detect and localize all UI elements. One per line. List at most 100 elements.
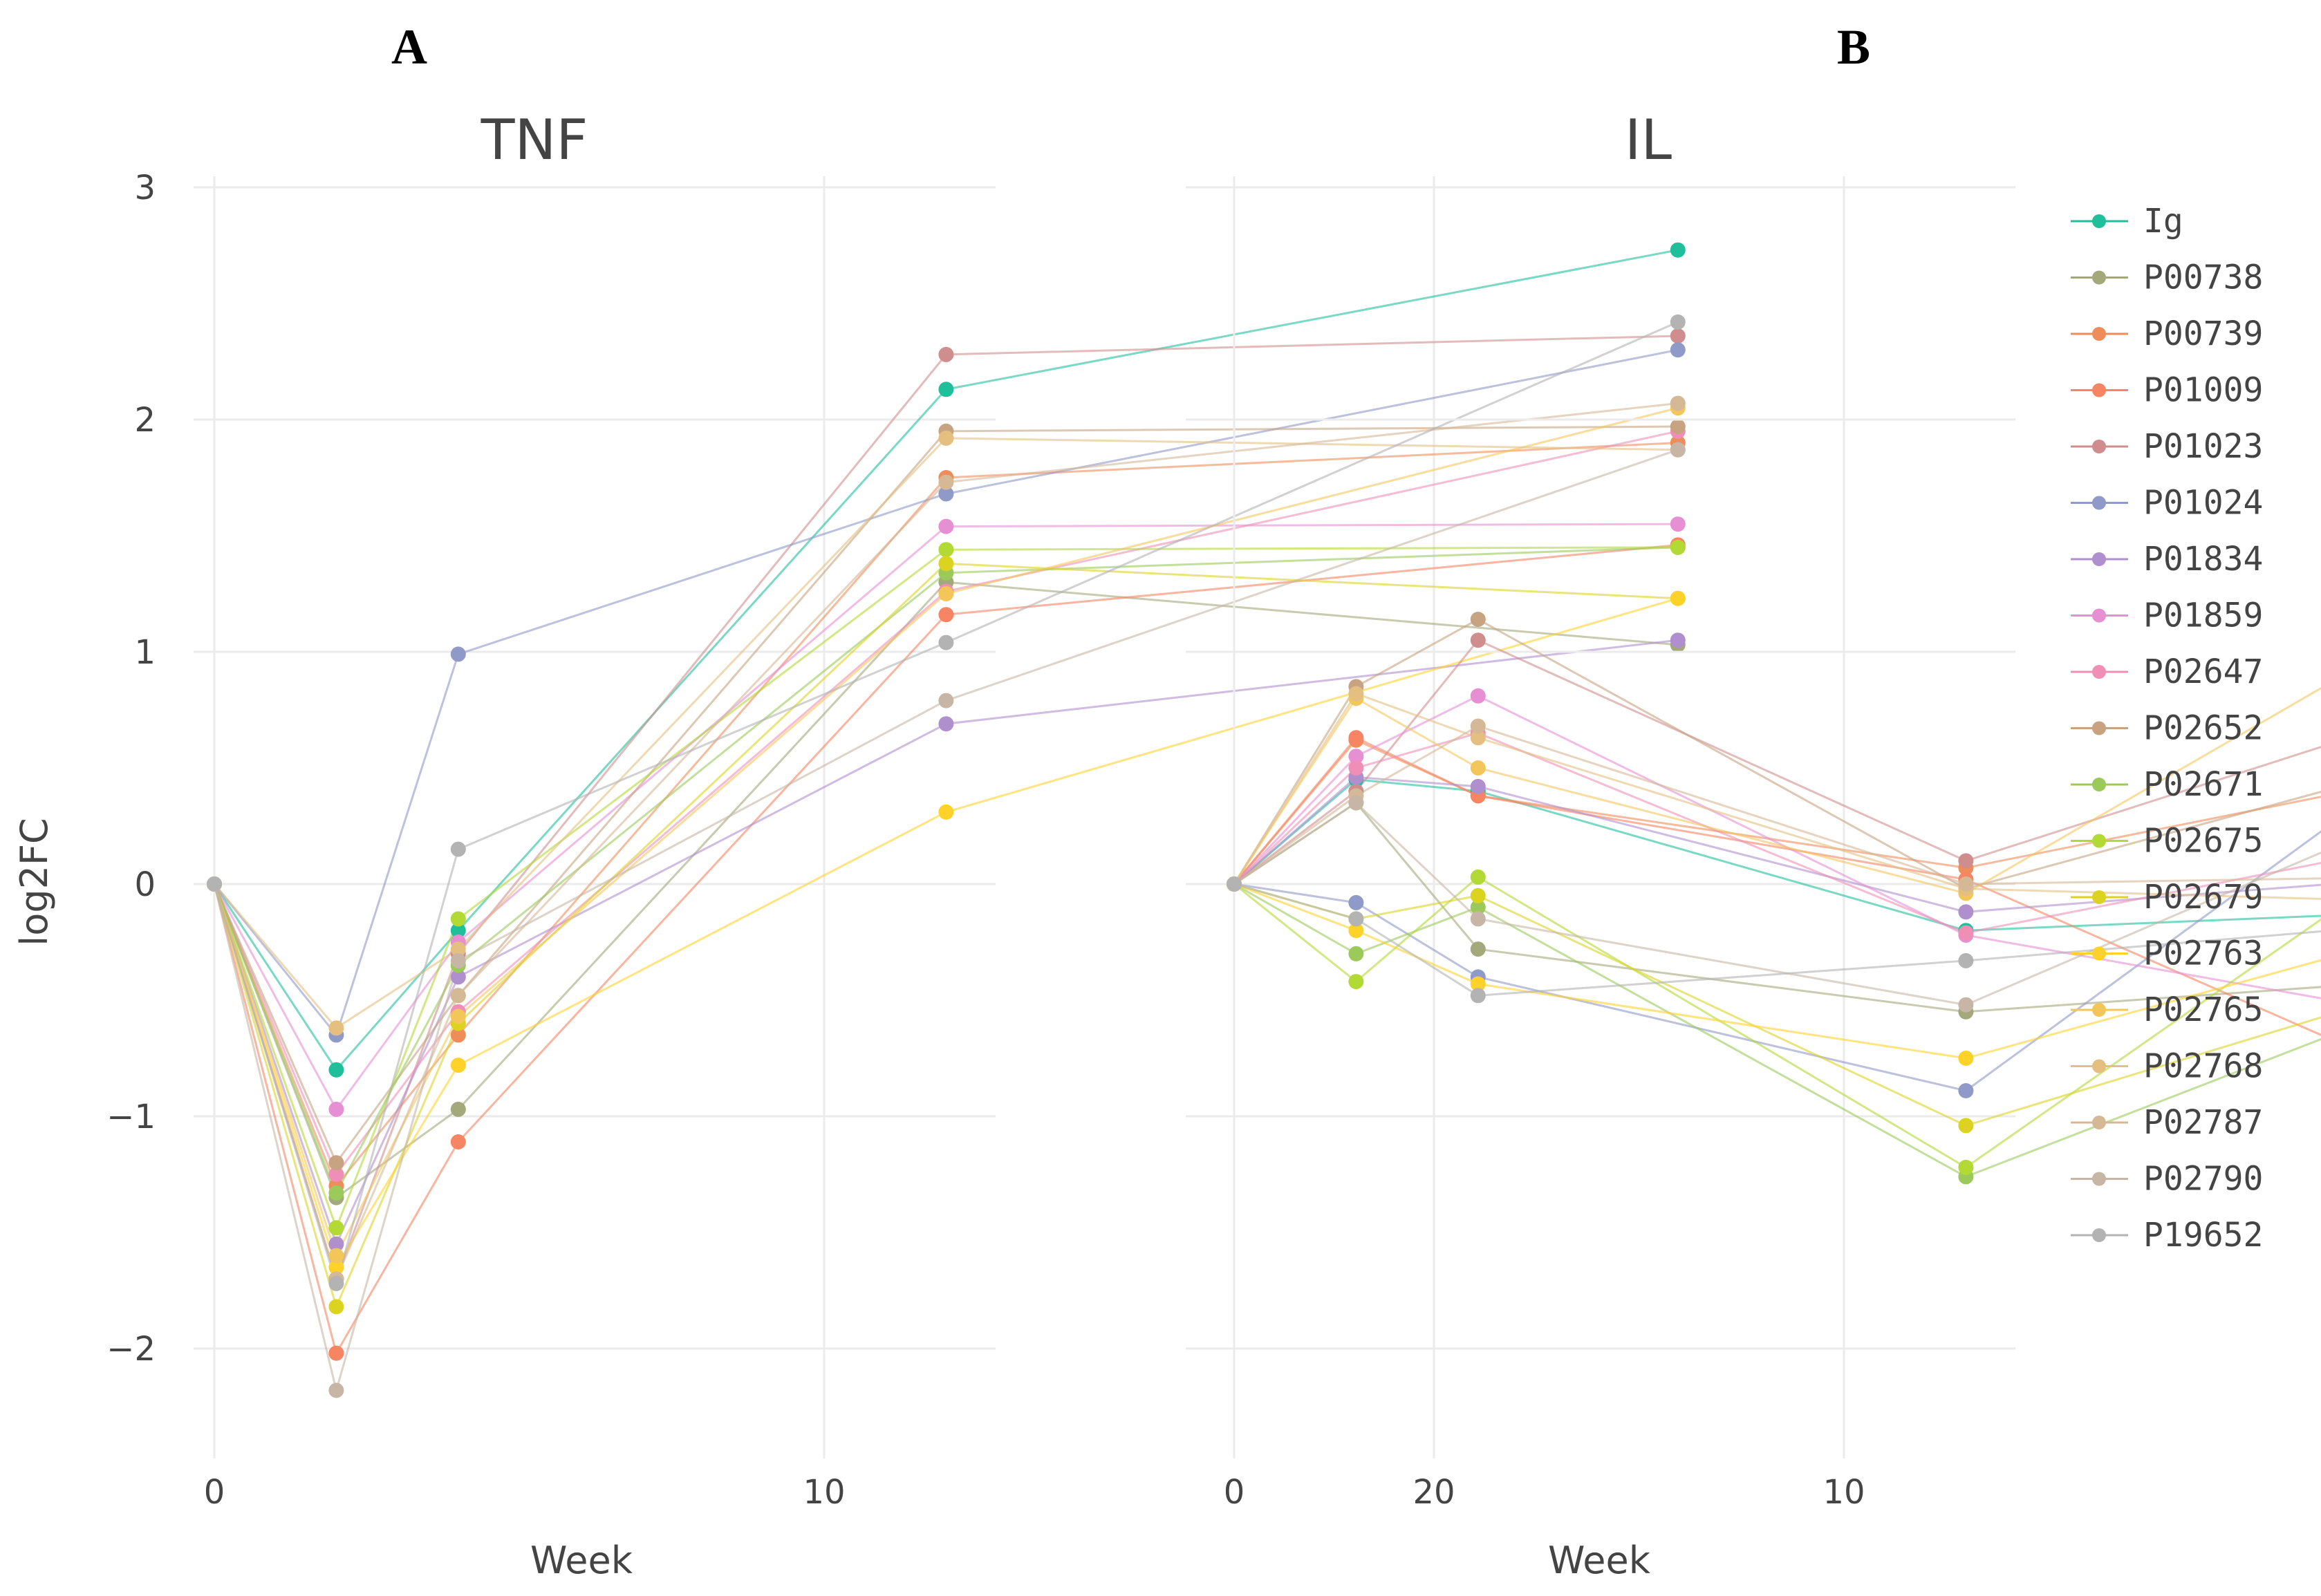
legend-swatch-marker-p01023 bbox=[2092, 440, 2106, 453]
data-point-tnf-p01024-week-24 bbox=[1670, 342, 1686, 358]
data-point-il-p02675-week-2 bbox=[1348, 974, 1364, 990]
legend-label-p02768: P02768 bbox=[2143, 1047, 2263, 1086]
legend-item-p01009[interactable]: P01009 bbox=[2071, 371, 2263, 410]
legend-swatch-marker-p02652 bbox=[2092, 721, 2106, 735]
series-line-tnf-p02765 bbox=[213, 406, 1679, 1259]
data-point-il-p01834-week-12 bbox=[1958, 904, 1974, 920]
legend-swatch-marker-p01024 bbox=[2092, 496, 2106, 510]
data-point-tnf-p02790-week-4 bbox=[450, 952, 466, 968]
data-point-tnf-p02768-week-2 bbox=[328, 1020, 344, 1036]
legend-item-p19652[interactable]: P19652 bbox=[2071, 1216, 2263, 1255]
legend-label-p02671: P02671 bbox=[2143, 765, 2263, 804]
data-point-il-p02679-week-12 bbox=[1958, 1118, 1974, 1134]
data-point-tnf-p02763-week-12 bbox=[938, 804, 954, 820]
data-point-tnf-p02675-week-4 bbox=[450, 911, 466, 927]
data-point-il-p02647-week-12 bbox=[1958, 925, 1974, 941]
data-point-tnf-p01834-week-24 bbox=[1670, 632, 1686, 648]
y-tick-label-tnf-3: 3 bbox=[134, 169, 156, 207]
legend-item-p02790[interactable]: P02790 bbox=[2071, 1160, 2263, 1199]
legend-swatch-marker-p00739 bbox=[2092, 327, 2106, 341]
data-point-tnf-p00739-week-4 bbox=[450, 1027, 466, 1043]
legend-label-p02763: P02763 bbox=[2143, 935, 2263, 973]
legend-item-ig[interactable]: Ig bbox=[2071, 202, 2183, 241]
legend-swatch-marker-p19652 bbox=[2092, 1228, 2106, 1242]
legend-item-p02768[interactable]: P02768 bbox=[2071, 1047, 2263, 1086]
legend-label-p02679: P02679 bbox=[2143, 878, 2263, 917]
legend-swatch-marker-p01009 bbox=[2092, 383, 2106, 397]
series-line-il-p02787 bbox=[1233, 724, 2321, 885]
legend-swatch-marker-p02675 bbox=[2092, 834, 2106, 848]
data-point-tnf-p02675-week-2 bbox=[328, 1220, 344, 1236]
legend-item-p00738[interactable]: P00738 bbox=[2071, 259, 2263, 297]
data-point-il-p02790-week-4 bbox=[1470, 911, 1486, 927]
data-point-il-p01859-week-2 bbox=[1348, 749, 1364, 764]
legend-label-p01009: P01009 bbox=[2143, 371, 2263, 410]
legend-item-p02671[interactable]: P02671 bbox=[2071, 765, 2263, 804]
data-point-il-p02647-week-2 bbox=[1348, 760, 1364, 776]
legend-item-p02652[interactable]: P02652 bbox=[2071, 709, 2263, 748]
legend-label-p01859: P01859 bbox=[2143, 597, 2263, 635]
data-point-tnf-p02675-week-12 bbox=[938, 542, 954, 558]
data-point-tnf-p02765-week-12 bbox=[938, 586, 954, 601]
legend-item-p01834[interactable]: P01834 bbox=[2071, 540, 2263, 579]
data-point-il-p02787-week-4 bbox=[1470, 718, 1486, 734]
legend-label-p02647: P02647 bbox=[2143, 653, 2263, 691]
legend-swatch-marker-p02768 bbox=[2092, 1059, 2106, 1073]
series-line-tnf-ig bbox=[213, 249, 1679, 1072]
series-line-tnf-p19652 bbox=[213, 321, 1679, 1288]
data-point-tnf-p02675-week-24 bbox=[1670, 539, 1686, 555]
legend-label-p02652: P02652 bbox=[2143, 709, 2263, 748]
data-point-il-p02679-week-4 bbox=[1470, 888, 1486, 903]
data-point-tnf-p02787-week-4 bbox=[450, 988, 466, 1004]
legend-label-p01023: P01023 bbox=[2143, 427, 2263, 466]
legend-swatch-marker-ig bbox=[2092, 214, 2106, 228]
data-point-tnf-ig-week-12 bbox=[938, 382, 954, 397]
data-point-tnf-p01023-week-12 bbox=[938, 346, 954, 362]
data-point-tnf-ig-week-2 bbox=[328, 1062, 344, 1078]
legend-item-p02787[interactable]: P02787 bbox=[2071, 1103, 2263, 1142]
chart-il: IL 0 10 20 Week bbox=[1186, 108, 2321, 1582]
data-point-tnf-p01023-week-24 bbox=[1670, 328, 1686, 344]
legend-item-p02647[interactable]: P02647 bbox=[2071, 653, 2263, 691]
data-point-tnf-p02679-week-2 bbox=[328, 1299, 344, 1315]
data-point-tnf-p01859-week-24 bbox=[1670, 516, 1686, 532]
data-point-tnf-p01024-week-12 bbox=[938, 486, 954, 502]
legend-item-p00739[interactable]: P00739 bbox=[2071, 314, 2263, 353]
data-point-il-p01024-week-12 bbox=[1958, 1083, 1974, 1098]
data-point-tnf-p02790-week-2 bbox=[328, 1382, 344, 1398]
legend-label-p00739: P00739 bbox=[2143, 314, 2263, 353]
legend-swatch-marker-p02647 bbox=[2092, 665, 2106, 679]
x-tick-labels-tnf: 0 10 20 bbox=[204, 1473, 1455, 1512]
legend-swatch-marker-p02671 bbox=[2092, 778, 2106, 791]
data-point-tnf-p02768-week-4 bbox=[450, 941, 466, 957]
data-point-il-p01834-week-4 bbox=[1470, 778, 1486, 794]
data-point-tnf-p02671-week-2 bbox=[328, 1185, 344, 1201]
series-points-il bbox=[1227, 612, 1974, 1185]
legend-item-p02763[interactable]: P02763 bbox=[2071, 935, 2263, 973]
y-tick-label-tnf--1: −1 bbox=[106, 1098, 156, 1136]
x-tick-label-tnf-20: 20 bbox=[1413, 1473, 1455, 1512]
y-tick-label-tnf--2: −2 bbox=[106, 1330, 156, 1369]
legend-item-p02765[interactable]: P02765 bbox=[2071, 991, 2263, 1029]
data-point-tnf-p02763-week-2 bbox=[328, 1259, 344, 1275]
legend-item-p01024[interactable]: P01024 bbox=[2071, 484, 2263, 523]
data-point-il-p02790-week-2 bbox=[1348, 795, 1364, 811]
legend-label-p02765: P02765 bbox=[2143, 991, 2263, 1029]
x-axis-label-il: Week bbox=[1548, 1539, 1651, 1582]
data-point-tnf-p19652-week-4 bbox=[450, 841, 466, 857]
data-point-tnf-p19652-week-24 bbox=[1670, 314, 1686, 330]
series-points-tnf bbox=[207, 242, 1686, 1398]
legend: Ig P00738 P00739 P01009 P01023 P01024 P01834 P0… bbox=[2071, 202, 2263, 1255]
data-point-il-p01024-week-2 bbox=[1348, 894, 1364, 910]
legend-item-p01859[interactable]: P01859 bbox=[2071, 597, 2263, 635]
y-axis-label-tnf: log2FC bbox=[12, 818, 56, 946]
legend-label-p19652: P19652 bbox=[2143, 1216, 2263, 1255]
legend-item-p02679[interactable]: P02679 bbox=[2071, 878, 2263, 917]
legend-item-p02675[interactable]: P02675 bbox=[2071, 822, 2263, 861]
data-point-tnf-p19652-week-2 bbox=[328, 1275, 344, 1291]
data-point-il-p02765-week-4 bbox=[1470, 760, 1486, 776]
legend-item-p01023[interactable]: P01023 bbox=[2071, 427, 2263, 466]
data-point-tnf-p01009-week-12 bbox=[938, 607, 954, 623]
legend-swatch-marker-p02763 bbox=[2092, 946, 2106, 961]
data-point-tnf-p02790-week-12 bbox=[938, 693, 954, 708]
